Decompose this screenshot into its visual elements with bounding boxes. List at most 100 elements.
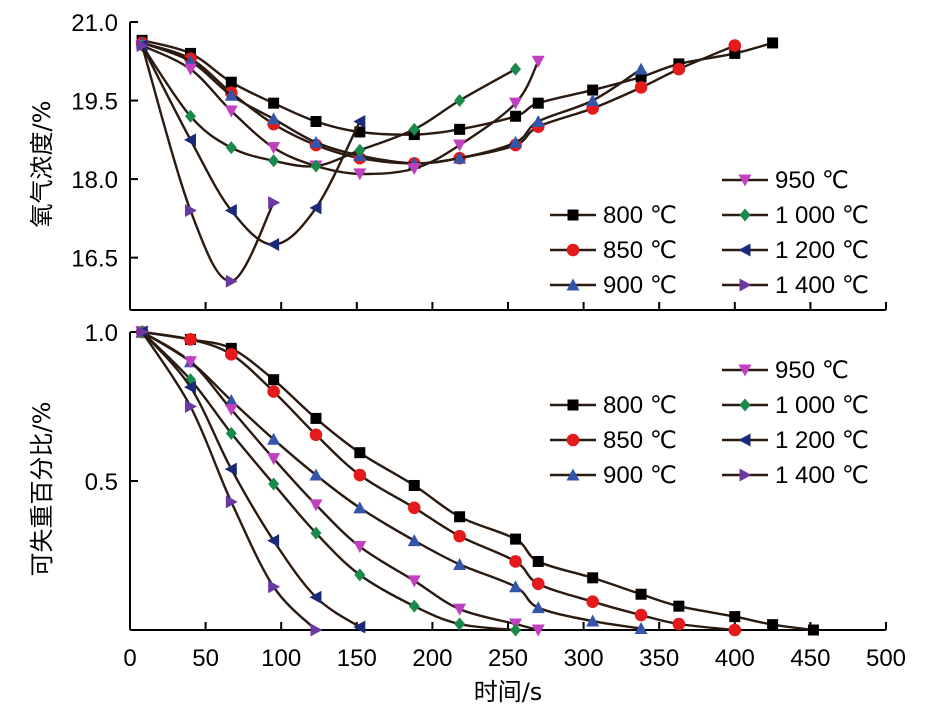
legend-label: 800 ℃ bbox=[603, 392, 677, 419]
bottom-y-axis-label: 可失重百分比/% bbox=[28, 402, 56, 577]
data-point bbox=[224, 403, 238, 416]
legend-marker bbox=[566, 243, 580, 257]
data-point bbox=[408, 479, 420, 491]
data-point bbox=[531, 577, 545, 591]
data-point bbox=[634, 608, 648, 622]
legend-marker bbox=[566, 468, 580, 481]
data-point bbox=[225, 426, 237, 440]
data-point bbox=[354, 126, 366, 138]
legend-marker bbox=[739, 468, 752, 482]
legend-marker bbox=[739, 398, 751, 412]
data-point bbox=[225, 348, 238, 361]
series-line bbox=[141, 331, 361, 629]
legend-label: 850 ℃ bbox=[603, 237, 677, 264]
data-point bbox=[309, 468, 323, 481]
data-point bbox=[509, 97, 523, 110]
x-tick-label: 100 bbox=[261, 645, 301, 672]
legend-marker bbox=[566, 433, 580, 447]
data-point bbox=[310, 115, 322, 127]
data-point bbox=[454, 123, 466, 135]
data-point bbox=[224, 462, 237, 476]
data-point bbox=[807, 624, 819, 636]
data-point bbox=[672, 617, 686, 631]
data-point bbox=[353, 541, 367, 554]
data-point bbox=[353, 168, 367, 181]
data-point bbox=[225, 141, 237, 155]
data-point bbox=[634, 62, 648, 75]
data-point bbox=[407, 575, 421, 588]
data-point bbox=[453, 151, 467, 164]
data-point bbox=[453, 557, 467, 570]
data-point bbox=[268, 374, 280, 386]
legend-label: 1 000 ℃ bbox=[775, 392, 869, 419]
data-point bbox=[673, 600, 685, 612]
data-point bbox=[453, 529, 466, 543]
legend-label: 800 ℃ bbox=[603, 202, 677, 229]
series-line bbox=[141, 331, 516, 632]
series-line bbox=[141, 330, 642, 630]
mass-loss-panel: 0 50 100 150 200 250 300 350 400 450 500 1.0 0.5 950 … bbox=[85, 320, 906, 672]
data-point bbox=[268, 477, 280, 491]
legend-label: 850 ℃ bbox=[603, 427, 677, 454]
legend-label: 1 400 ℃ bbox=[775, 462, 869, 489]
data-point bbox=[136, 325, 149, 339]
legend-marker bbox=[739, 278, 752, 292]
legend-marker bbox=[566, 278, 580, 291]
data-point bbox=[184, 109, 196, 123]
data-point bbox=[353, 468, 367, 482]
data-point bbox=[354, 447, 366, 459]
top-y-axis-label: 氧气浓度/% bbox=[28, 101, 56, 228]
series-line bbox=[141, 331, 317, 631]
data-point bbox=[531, 624, 545, 637]
data-point bbox=[268, 154, 280, 168]
series-line bbox=[141, 44, 540, 176]
data-point bbox=[183, 380, 196, 394]
data-point bbox=[225, 274, 238, 288]
data-point bbox=[225, 495, 238, 509]
data-point bbox=[309, 590, 322, 604]
data-point bbox=[767, 619, 779, 631]
y-tick-label: 16.5 bbox=[71, 246, 118, 273]
data-point bbox=[136, 39, 149, 53]
data-point bbox=[183, 63, 197, 76]
data-point bbox=[353, 620, 366, 634]
data-point bbox=[354, 568, 366, 582]
data-point bbox=[634, 81, 648, 94]
data-point bbox=[635, 588, 647, 600]
x-tick-label: 200 bbox=[412, 645, 452, 672]
data-point bbox=[184, 204, 197, 218]
legend-marker bbox=[738, 243, 751, 257]
data-point bbox=[268, 196, 281, 210]
data-point bbox=[267, 453, 281, 466]
data-point bbox=[268, 97, 280, 109]
data-point bbox=[183, 133, 196, 147]
data-point bbox=[184, 333, 197, 346]
x-tick-label: 350 bbox=[639, 645, 679, 672]
series-line bbox=[141, 45, 361, 246]
data-point bbox=[509, 135, 523, 148]
data-point bbox=[510, 110, 522, 122]
data-point bbox=[728, 623, 742, 637]
data-point bbox=[453, 139, 467, 152]
legend-label: 950 ℃ bbox=[775, 357, 849, 384]
data-point bbox=[586, 94, 600, 107]
x-tick-label: 450 bbox=[790, 645, 830, 672]
legend-label: 1 000 ℃ bbox=[775, 202, 869, 229]
legend-label: 1 400 ℃ bbox=[775, 272, 869, 299]
legend-marker bbox=[738, 433, 751, 447]
data-point bbox=[407, 501, 421, 515]
data-point bbox=[635, 71, 647, 83]
data-point bbox=[224, 88, 238, 101]
data-point bbox=[454, 94, 466, 108]
data-point bbox=[532, 97, 544, 109]
x-axis-label: 时间/s bbox=[474, 678, 543, 706]
data-point bbox=[510, 62, 522, 76]
data-point bbox=[353, 501, 367, 514]
data-point bbox=[453, 603, 467, 616]
data-point bbox=[510, 623, 522, 637]
data-point bbox=[729, 611, 741, 623]
x-tick-label: 150 bbox=[337, 645, 377, 672]
data-point bbox=[531, 114, 545, 127]
series-line bbox=[141, 330, 539, 632]
